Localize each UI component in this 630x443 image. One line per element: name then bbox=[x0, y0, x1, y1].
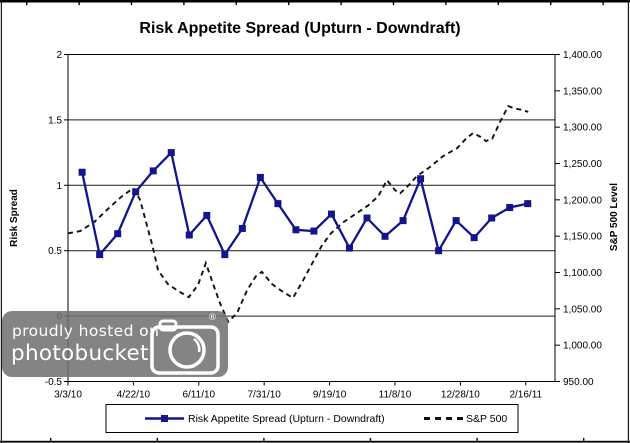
risk-spread-marker bbox=[274, 200, 282, 208]
watermark-tagline: proudly hosted on bbox=[12, 322, 160, 340]
risk-spread-marker bbox=[292, 226, 300, 234]
risk-spread-marker bbox=[417, 175, 425, 183]
camera-icon bbox=[150, 319, 220, 375]
bottom-rule-tick bbox=[476, 437, 478, 441]
right-axis-tick-label: 1,050.00 bbox=[563, 304, 602, 315]
x-axis-tick-label: 11/8/10 bbox=[379, 390, 412, 401]
right-axis-tick-label: 1,000.00 bbox=[563, 341, 602, 352]
risk-spread-marker bbox=[506, 204, 514, 212]
legend-sp500-label: S&P 500 bbox=[466, 413, 507, 425]
right-axis-tick-label: 1,300.00 bbox=[563, 123, 602, 134]
risk-spread-marker bbox=[470, 234, 478, 242]
right-axis-tick-label: 1,250.00 bbox=[563, 159, 602, 170]
axes bbox=[67, 54, 556, 382]
registered-trademark-icon: ® bbox=[208, 313, 217, 323]
right-axis-tick-label: 1,150.00 bbox=[563, 232, 602, 243]
top-rule-tick bbox=[26, 2, 28, 6]
risk-spread-line bbox=[80, 151, 528, 256]
top-rule-tick bbox=[130, 2, 133, 6]
photobucket-watermark: proudly hosted on photobucket ® bbox=[2, 311, 228, 377]
left-axis-tick-label: 1 bbox=[56, 181, 62, 192]
top-rule-tick bbox=[550, 2, 552, 6]
right-axis-tick-label: 1,200.00 bbox=[563, 195, 602, 206]
left-axis-title: Risk Spread bbox=[9, 189, 20, 247]
gridlines bbox=[68, 119, 555, 317]
plot-border bbox=[67, 54, 556, 382]
risk-spread-marker bbox=[381, 232, 389, 240]
risk-spread-marker bbox=[96, 251, 104, 259]
axis-ticks-and-labels: 21.510.50-0.51,400.001,350.001,300.001,2… bbox=[45, 50, 603, 401]
risk-spread-marker bbox=[399, 217, 407, 225]
top-crop-rule bbox=[0, 0, 630, 3]
left-axis-tick-label: -0.5 bbox=[45, 377, 63, 388]
risk-spread-marker bbox=[435, 247, 443, 255]
top-rule-tick bbox=[497, 2, 499, 6]
left-axis-tick-label: 1.5 bbox=[48, 115, 62, 126]
x-axis-tick-label: 12/28/10 bbox=[441, 390, 480, 401]
right-axis-title: S&P 500 Level bbox=[609, 183, 620, 251]
risk-spread-series bbox=[78, 149, 532, 259]
legend-risk-marker-sample bbox=[161, 415, 168, 422]
top-rule-tick bbox=[602, 2, 604, 6]
left-axis-tick-label: 2 bbox=[56, 50, 62, 61]
risk-spread-marker bbox=[327, 210, 335, 218]
risk-spread-marker bbox=[345, 244, 353, 252]
risk-spread-marker bbox=[452, 217, 460, 225]
sp500-line bbox=[67, 104, 529, 324]
bottom-crop-rule bbox=[0, 440, 630, 443]
risk-spread-marker bbox=[256, 173, 264, 181]
x-axis-tick-label: 4/22/10 bbox=[117, 390, 151, 401]
bottom-rule-tick bbox=[583, 437, 585, 441]
risk-spread-marker bbox=[363, 214, 371, 222]
watermark-brand: photobucket bbox=[11, 341, 149, 366]
bottom-rule-tick bbox=[369, 437, 372, 441]
bottom-rule-ticks bbox=[50, 437, 585, 441]
right-axis-tick-label: 1,100.00 bbox=[563, 268, 602, 279]
right-axis-tick-label: 1,350.00 bbox=[563, 86, 602, 97]
risk-spread-marker bbox=[114, 230, 122, 238]
top-rule-tick bbox=[183, 2, 185, 6]
right-axis-tick-label: 1,400.00 bbox=[563, 50, 602, 61]
left-axis-tick-label: 0.5 bbox=[48, 246, 62, 257]
risk-spread-marker bbox=[132, 188, 140, 196]
x-axis-tick-label: 3/3/10 bbox=[54, 390, 82, 401]
bottom-rule-tick bbox=[50, 437, 52, 441]
top-rule-ticks bbox=[26, 2, 604, 6]
bottom-rule-tick bbox=[263, 437, 265, 441]
risk-spread-marker bbox=[185, 231, 193, 239]
risk-spread-marker bbox=[524, 200, 532, 208]
risk-spread-marker bbox=[78, 168, 86, 176]
x-axis-tick-label: 7/31/10 bbox=[248, 390, 282, 401]
right-frame-border bbox=[627, 0, 629, 443]
top-rule-tick bbox=[78, 2, 80, 6]
legend: Risk Appetite Spread (Upturn - Downdraft… bbox=[105, 404, 519, 433]
chart-title: Risk Appetite Spread (Upturn - Downdraft… bbox=[139, 20, 460, 37]
risk-spread-marker bbox=[488, 214, 496, 222]
left-frame-border bbox=[0, 0, 3, 443]
x-axis-tick-label: 2/16/11 bbox=[509, 390, 542, 401]
right-axis-tick-label: 950.00 bbox=[563, 377, 594, 388]
risk-spread-marker bbox=[310, 227, 318, 235]
top-rule-tick bbox=[340, 2, 342, 6]
top-rule-tick bbox=[445, 2, 447, 6]
risk-spread-marker bbox=[238, 224, 246, 232]
x-axis-tick-label: 9/19/10 bbox=[313, 390, 347, 401]
legend-risk-label: Risk Appetite Spread (Upturn - Downdraft… bbox=[188, 413, 385, 425]
top-rule-tick bbox=[288, 2, 290, 6]
sp500-series bbox=[67, 104, 529, 324]
risk-spread-marker bbox=[149, 167, 157, 175]
bottom-rule-tick bbox=[156, 437, 158, 441]
risk-spread-marker bbox=[203, 211, 211, 219]
top-rule-tick bbox=[235, 2, 237, 6]
top-rule-tick bbox=[392, 2, 395, 6]
risk-spread-marker bbox=[167, 149, 175, 157]
x-axis-tick-label: 6/11/10 bbox=[182, 390, 215, 401]
risk-spread-marker bbox=[221, 251, 229, 259]
